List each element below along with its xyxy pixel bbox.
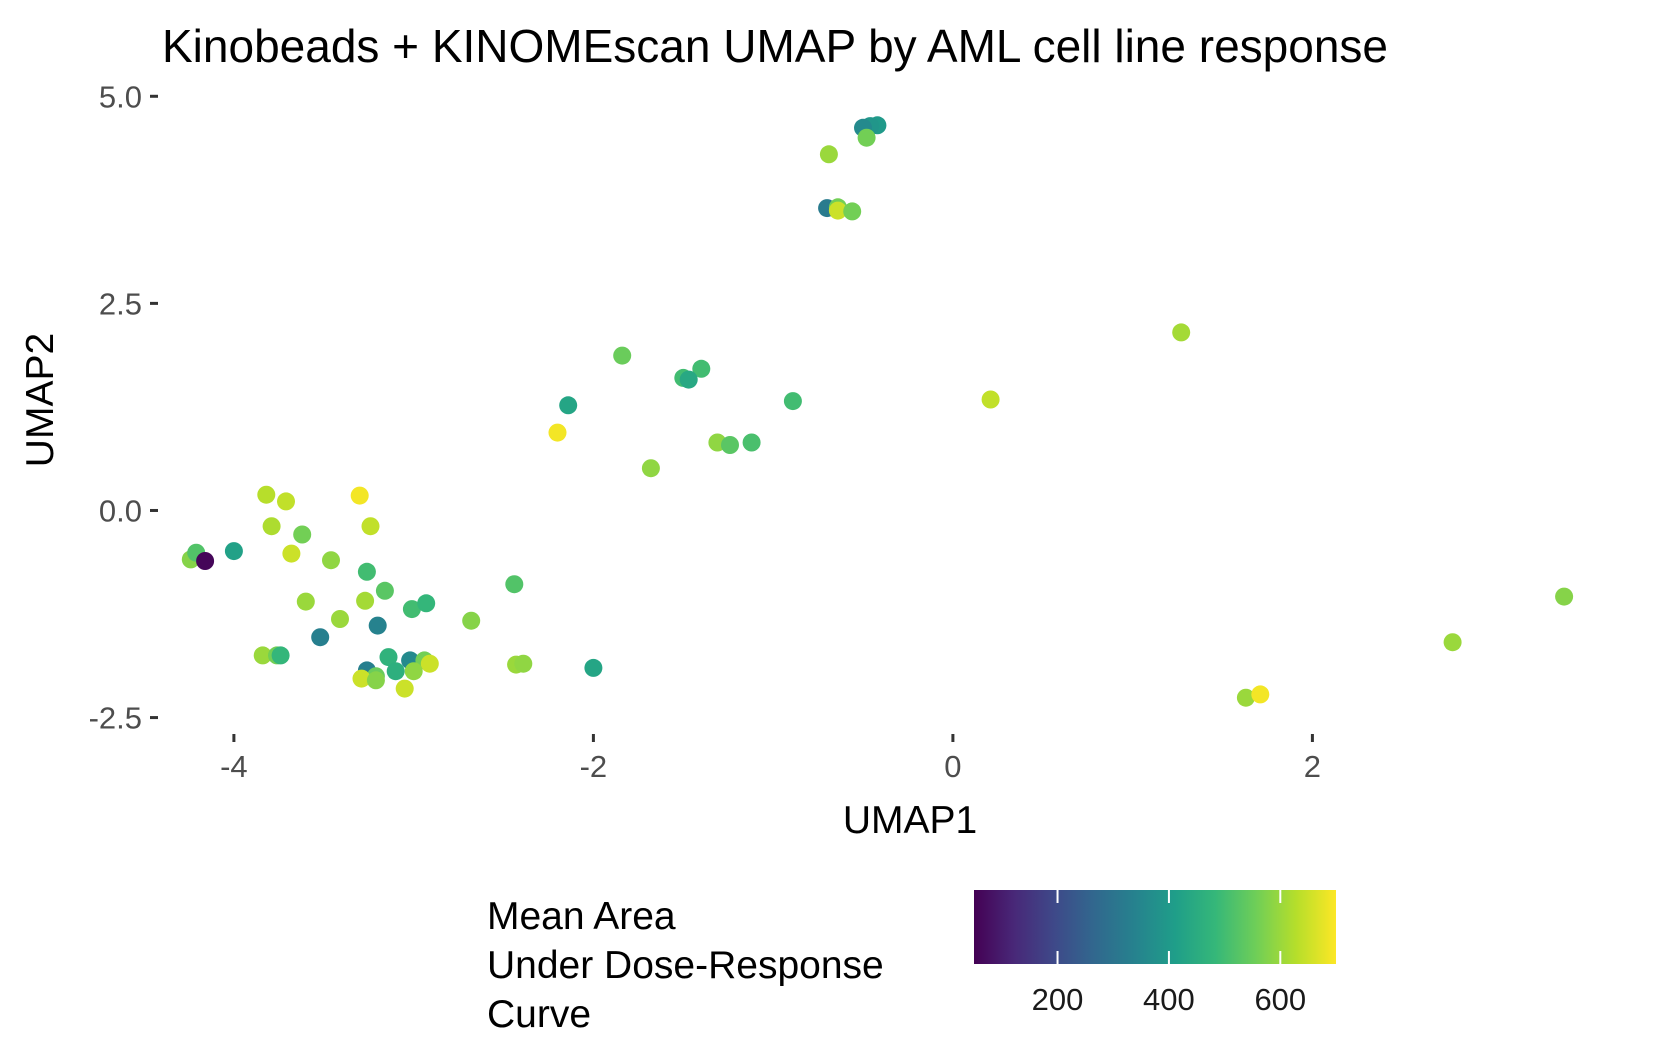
data-point — [277, 492, 295, 511]
data-point — [981, 390, 1000, 409]
data-point — [721, 436, 739, 454]
data-point — [1555, 587, 1574, 606]
data-point — [783, 392, 802, 411]
legend-colorbar — [974, 890, 1336, 964]
data-point — [417, 594, 436, 613]
data-point — [641, 459, 660, 478]
data-point — [395, 679, 414, 698]
data-point — [257, 485, 276, 504]
legend-ticks: 200 400 600 — [1032, 890, 1306, 1017]
data-point — [282, 544, 301, 563]
data-point — [584, 658, 603, 677]
data-point — [404, 662, 423, 681]
data-point — [386, 662, 405, 681]
data-point — [368, 616, 387, 635]
data-point — [613, 346, 632, 365]
legend-title-line-3: Curve — [487, 993, 591, 1036]
data-point — [311, 628, 330, 647]
legend-title-line-2: Under Dose-Response — [487, 944, 884, 987]
y-axis-title: UMAP2 — [19, 333, 62, 467]
data-point — [366, 671, 385, 690]
x-tick-label: 0 — [944, 749, 961, 784]
y-tick-label: -2.5 — [89, 701, 142, 736]
chart-title: Kinobeads + KINOMEscan UMAP by AML cell … — [162, 20, 1388, 72]
data-point — [559, 396, 578, 415]
data-point — [1251, 685, 1270, 704]
x-tick-label: 2 — [1304, 749, 1321, 784]
data-point — [357, 562, 376, 581]
legend-title-line-1: Mean Area — [487, 895, 676, 938]
data-point — [253, 646, 272, 665]
data-point — [857, 128, 876, 147]
data-point — [819, 145, 838, 164]
data-point — [402, 600, 421, 619]
y-axis: 5.0 2.5 0.0 -2.5 — [89, 79, 158, 736]
data-point — [293, 525, 312, 544]
points-layer — [181, 116, 1574, 707]
data-point — [271, 646, 290, 665]
x-axis-title: UMAP1 — [843, 799, 977, 842]
x-tick-label: -2 — [580, 749, 608, 784]
data-point — [742, 433, 761, 452]
data-point — [679, 370, 698, 389]
data-point — [505, 575, 524, 594]
legend-tick-label: 400 — [1143, 982, 1195, 1017]
data-point — [361, 517, 380, 536]
data-point — [1236, 688, 1255, 707]
data-point — [843, 202, 862, 221]
data-point — [548, 423, 567, 442]
data-point — [514, 654, 533, 673]
color-legend: Mean Area Under Dose-Response Curve 200 4… — [487, 890, 1336, 1036]
data-point — [356, 591, 375, 610]
y-tick-label: 2.5 — [99, 286, 142, 321]
data-point — [331, 610, 349, 628]
data-point — [352, 669, 371, 688]
data-point — [462, 611, 481, 630]
data-point — [692, 359, 711, 378]
y-tick-label: 5.0 — [99, 79, 142, 114]
x-tick-label: -4 — [220, 749, 248, 784]
legend-tick-label: 600 — [1254, 982, 1306, 1017]
data-point — [1172, 323, 1191, 342]
y-tick-label: 0.0 — [99, 493, 142, 528]
data-point — [828, 201, 847, 220]
x-axis: -4 -2 0 2 — [220, 734, 1321, 784]
data-point — [224, 542, 243, 561]
legend-tick-label: 200 — [1032, 982, 1084, 1017]
data-point — [322, 551, 340, 570]
data-point — [379, 648, 398, 667]
data-point — [296, 592, 315, 611]
data-point — [196, 552, 215, 570]
data-point — [1443, 633, 1462, 652]
data-point — [262, 517, 281, 536]
data-point — [420, 654, 439, 673]
data-point — [375, 581, 394, 600]
data-point — [350, 486, 369, 505]
